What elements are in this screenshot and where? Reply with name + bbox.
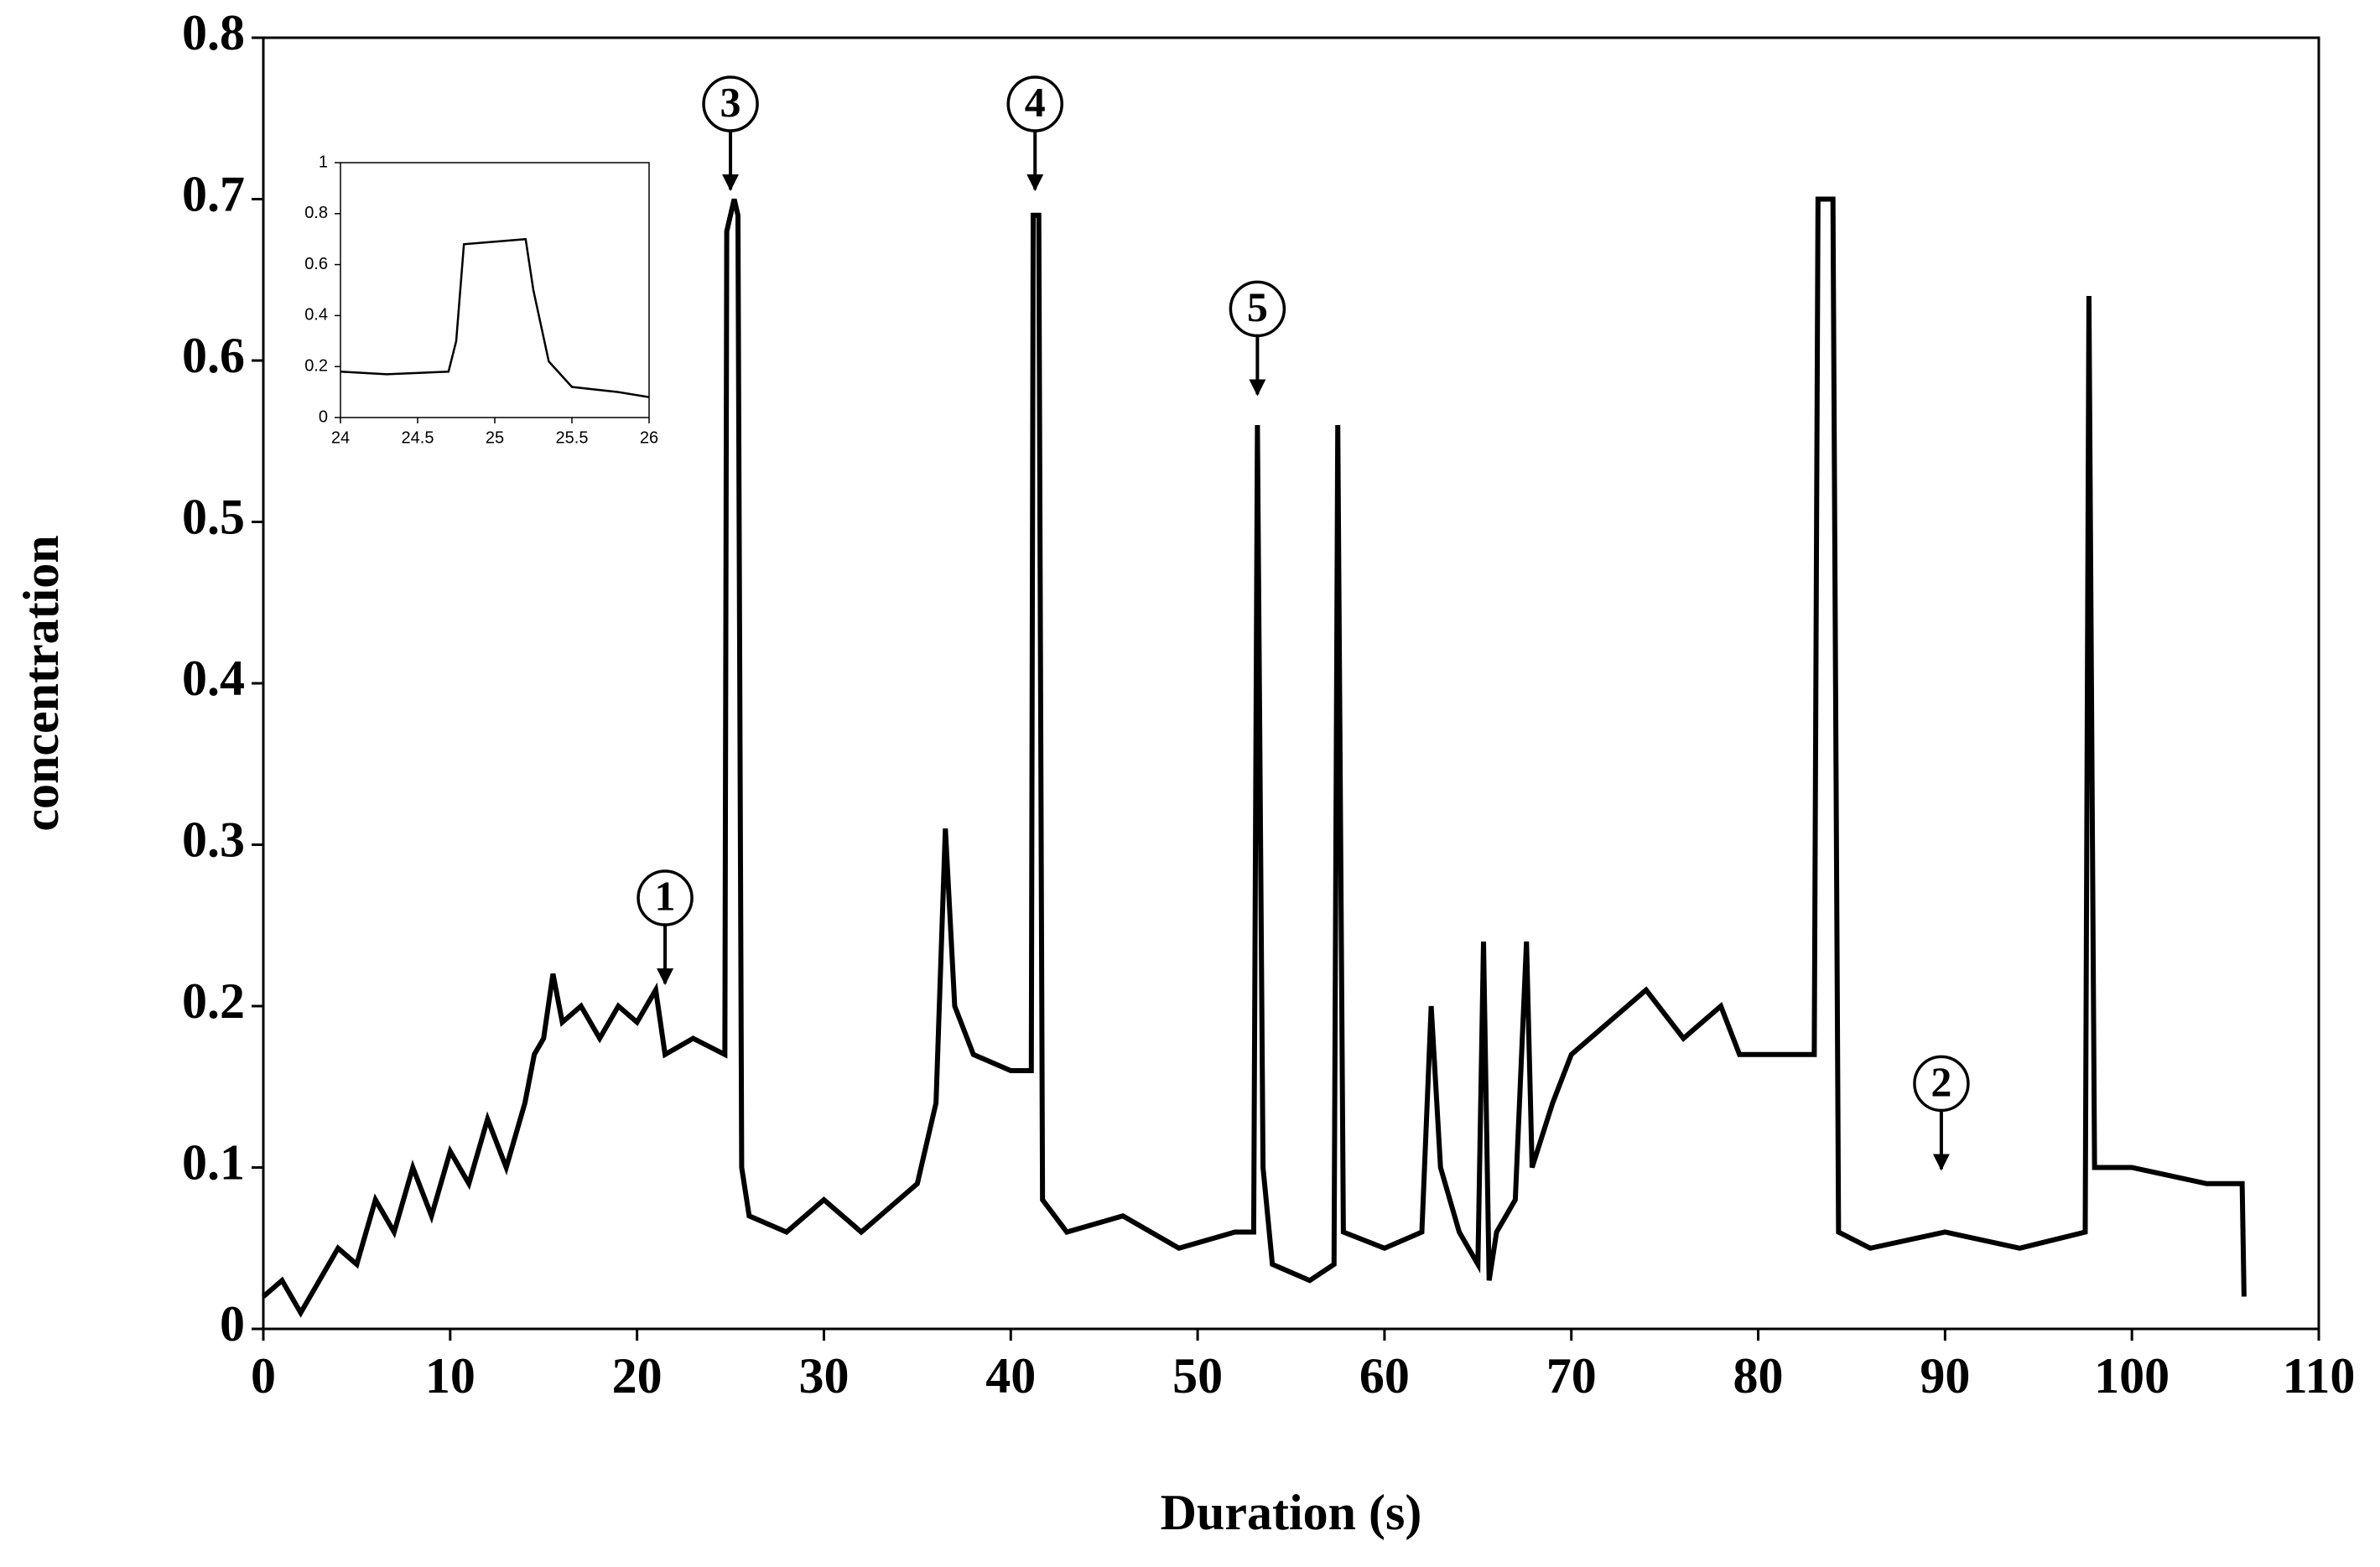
x-tick-label: 40 <box>985 1348 1036 1404</box>
y-tick-label: 0.3 <box>182 812 245 867</box>
x-tick-label: 24 <box>331 428 350 447</box>
annotation: 1 <box>637 869 694 986</box>
x-tick-label: 50 <box>1172 1348 1223 1404</box>
inset-chart: 0 0.2 0.4 0.6 0.8 1 24 24.5 25 25.5 26 <box>304 153 658 447</box>
annotation: 3 <box>702 75 759 191</box>
x-tick-label: 24.5 <box>402 428 434 447</box>
x-tick-label: 25.5 <box>556 428 589 447</box>
x-tick-label: 26 <box>640 428 658 447</box>
y-tick-label: 1 <box>319 153 328 171</box>
x-tick-label: 100 <box>2094 1348 2170 1404</box>
x-tick-label: 10 <box>425 1348 475 1404</box>
x-tick-label: 110 <box>2283 1348 2356 1404</box>
x-tick-label: 25 <box>486 428 504 447</box>
y-tick-label: 0.8 <box>304 204 328 222</box>
x-tick-label: 90 <box>1920 1348 1970 1404</box>
annotation-circle <box>637 869 694 926</box>
x-tick-label: 70 <box>1546 1348 1597 1404</box>
y-tick-label: 0.8 <box>182 5 245 60</box>
y-tick-label: 0.7 <box>182 166 245 221</box>
annotation-circle <box>1006 75 1063 132</box>
x-tick-label: 80 <box>1733 1348 1784 1404</box>
y-tick-label: 0.1 <box>182 1134 245 1190</box>
x-tick-label: 20 <box>612 1348 663 1404</box>
data-line <box>262 196 2247 1318</box>
data-line <box>340 237 650 398</box>
plot-frame <box>340 162 650 418</box>
y-tick-label: 0 <box>220 1296 245 1352</box>
annotation-label: 4 <box>1025 78 1046 125</box>
x-tick-label: 0 <box>251 1348 276 1404</box>
annotation-circle <box>702 75 759 132</box>
x-tick-label: 30 <box>798 1348 849 1404</box>
annotation: 4 <box>1006 75 1063 191</box>
y-tick-label: 0.2 <box>182 973 245 1029</box>
y-tick-label: 0.2 <box>304 356 328 375</box>
annotation-label: 1 <box>655 873 676 920</box>
annotation-label: 3 <box>720 78 741 125</box>
annotation: 5 <box>1229 280 1286 397</box>
y-tick-label: 0.4 <box>182 651 245 706</box>
y-tick-label: 0.6 <box>304 255 328 273</box>
y-tick-label: 0 <box>319 407 328 426</box>
y-tick-label: 0.6 <box>182 328 245 383</box>
annotation-label: 2 <box>1931 1058 1951 1105</box>
y-tick-label: 0.5 <box>182 489 245 544</box>
x-axis-label: Duration (s) <box>1161 1485 1422 1540</box>
annotation-circle <box>1913 1055 1970 1113</box>
y-axis-label: concentration <box>13 535 69 831</box>
annotation: 2 <box>1913 1055 1970 1171</box>
x-tick-label: 60 <box>1359 1348 1410 1404</box>
annotation-label: 5 <box>1247 283 1268 330</box>
annotation-circle <box>1229 280 1286 338</box>
y-tick-label: 0.4 <box>304 306 328 324</box>
